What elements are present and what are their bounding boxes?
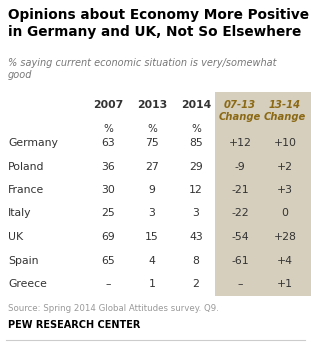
Text: 3: 3 bbox=[193, 208, 199, 218]
Text: 29: 29 bbox=[189, 161, 203, 172]
Text: +2: +2 bbox=[277, 161, 293, 172]
Text: 12: 12 bbox=[189, 185, 203, 195]
Text: -54: -54 bbox=[231, 232, 249, 242]
Text: 75: 75 bbox=[145, 138, 159, 148]
Text: %: % bbox=[191, 124, 201, 134]
Text: Germany: Germany bbox=[8, 138, 58, 148]
Text: 2: 2 bbox=[193, 279, 199, 289]
Text: Opinions about Economy More Positive
in Germany and UK, Not So Elsewhere: Opinions about Economy More Positive in … bbox=[8, 8, 309, 39]
Text: +4: +4 bbox=[277, 256, 293, 266]
Text: 69: 69 bbox=[101, 232, 115, 242]
Text: 65: 65 bbox=[101, 256, 115, 266]
Text: 8: 8 bbox=[193, 256, 199, 266]
Text: 30: 30 bbox=[101, 185, 115, 195]
Text: Greece: Greece bbox=[8, 279, 47, 289]
Text: +10: +10 bbox=[273, 138, 296, 148]
Text: Italy: Italy bbox=[8, 208, 31, 218]
Text: 25: 25 bbox=[101, 208, 115, 218]
Text: 4: 4 bbox=[149, 256, 156, 266]
Text: 2013: 2013 bbox=[137, 100, 167, 110]
Text: +12: +12 bbox=[229, 138, 251, 148]
Text: PEW RESEARCH CENTER: PEW RESEARCH CENTER bbox=[8, 320, 140, 330]
Text: 27: 27 bbox=[145, 161, 159, 172]
Text: -21: -21 bbox=[231, 185, 249, 195]
Text: %: % bbox=[147, 124, 157, 134]
Text: 15: 15 bbox=[145, 232, 159, 242]
Text: Spain: Spain bbox=[8, 256, 39, 266]
Text: 1: 1 bbox=[149, 279, 156, 289]
Text: –: – bbox=[105, 279, 111, 289]
Text: 36: 36 bbox=[101, 161, 115, 172]
Text: –: – bbox=[237, 279, 243, 289]
Text: % saying current economic situation is very/somewhat
good: % saying current economic situation is v… bbox=[8, 58, 276, 80]
Text: Source: Spring 2014 Global Attitudes survey. Q9.: Source: Spring 2014 Global Attitudes sur… bbox=[8, 304, 219, 313]
Text: 07-13
Change: 07-13 Change bbox=[219, 100, 261, 121]
Text: 85: 85 bbox=[189, 138, 203, 148]
Text: 43: 43 bbox=[189, 232, 203, 242]
Text: France: France bbox=[8, 185, 44, 195]
Text: -61: -61 bbox=[231, 256, 249, 266]
Text: 9: 9 bbox=[149, 185, 156, 195]
Text: 2014: 2014 bbox=[181, 100, 211, 110]
Text: 0: 0 bbox=[281, 208, 289, 218]
Text: 2007: 2007 bbox=[93, 100, 123, 110]
Bar bbox=[215, 92, 311, 296]
Text: %: % bbox=[103, 124, 113, 134]
Text: UK: UK bbox=[8, 232, 23, 242]
Text: -9: -9 bbox=[234, 161, 245, 172]
Text: 3: 3 bbox=[149, 208, 156, 218]
Text: 13-14
Change: 13-14 Change bbox=[264, 100, 306, 121]
Text: Poland: Poland bbox=[8, 161, 44, 172]
Text: +3: +3 bbox=[277, 185, 293, 195]
Text: -22: -22 bbox=[231, 208, 249, 218]
Text: +28: +28 bbox=[274, 232, 296, 242]
Text: 63: 63 bbox=[101, 138, 115, 148]
Text: +1: +1 bbox=[277, 279, 293, 289]
